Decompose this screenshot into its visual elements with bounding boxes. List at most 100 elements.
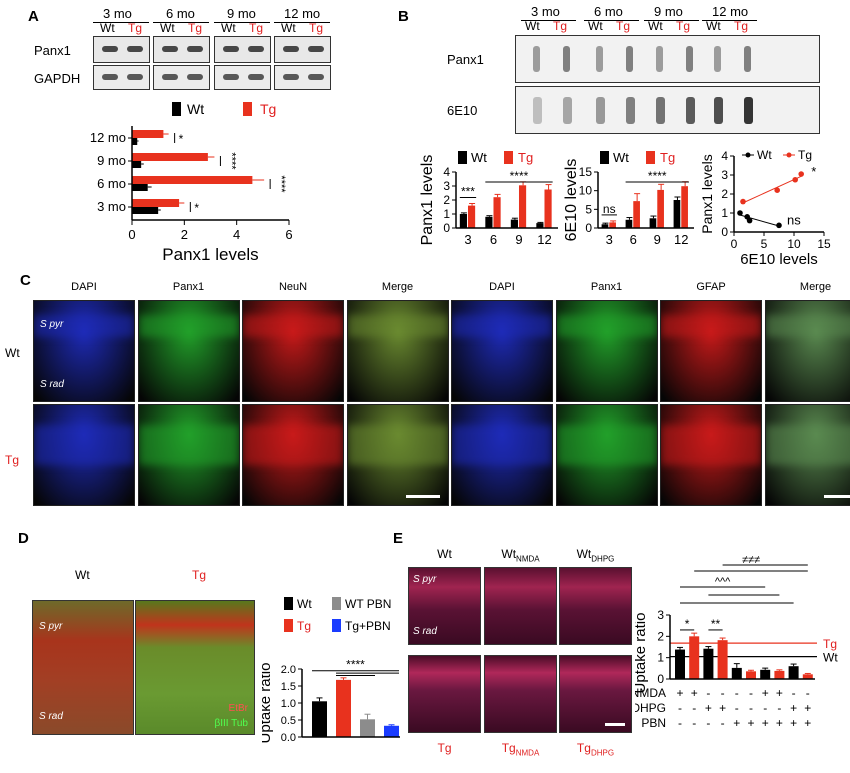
- panel-c-cell-layer: [661, 425, 761, 465]
- chart-e-condition-sign: -: [777, 701, 781, 715]
- panel-c-cell-layer: [556, 315, 657, 337]
- chart-e-sig: *: [685, 617, 690, 631]
- panel-c-micrograph: [137, 404, 240, 506]
- chart-b3-point-tg: [740, 198, 746, 205]
- panel-e-label-base: Tg: [437, 741, 452, 755]
- chart-b1-ytick-label: 0: [443, 221, 450, 235]
- panel-c-channel-label: DAPI: [489, 281, 515, 293]
- slot-band: [714, 46, 721, 72]
- blot-b-label-tg: Tg: [616, 19, 631, 33]
- blot-a-age-3: 9 mo: [227, 6, 256, 21]
- panel-e-scale-bar: [605, 723, 625, 726]
- panel-e-label-sub: NMDA: [515, 748, 540, 758]
- panel-c-micrograph: [137, 300, 240, 402]
- panel-e-label-base: Wt: [576, 547, 592, 561]
- blot-band: [283, 46, 299, 52]
- chart-b3-ytick-label: 0: [721, 225, 728, 239]
- chart-e-condition-sign: +: [762, 686, 769, 700]
- panel-c-micrograph: [660, 300, 762, 402]
- slot-band: [533, 97, 542, 124]
- blot-a-age-2: 6 mo: [166, 6, 195, 21]
- chart-a-bar-wt: [132, 138, 138, 145]
- chart-b1-legend-tg-label: Tg: [518, 150, 533, 165]
- panel-d-letter: D: [18, 530, 29, 547]
- chart-e-bar: [802, 674, 813, 679]
- chart-e-condition-sign: +: [733, 716, 740, 730]
- chart-e-condition-sign: -: [706, 716, 710, 730]
- slot-band: [533, 46, 540, 72]
- chart-a-sig: ****: [275, 175, 287, 193]
- chart-b3-point-tg: [798, 171, 804, 177]
- panel-c-channel-label: GFAP: [696, 281, 726, 293]
- chart-a-bar-tg: [132, 199, 180, 207]
- chart-d-sig: ****: [346, 658, 365, 672]
- chart-b1-bar-tg: [544, 189, 552, 228]
- panel-e-micrograph-wt: [484, 567, 557, 645]
- blot-b-label-wt: Wt: [648, 19, 663, 33]
- chart-b2-bar-wt: [649, 218, 657, 228]
- blot-band: [308, 74, 324, 80]
- panel-e-bottom-label: TgNMDA: [484, 741, 557, 757]
- panel-e-label-base: Tg: [576, 741, 591, 755]
- blot-band: [248, 46, 264, 52]
- panel-c-cell-layer: [347, 315, 448, 337]
- chart-d-legend-label: WT PBN: [345, 597, 391, 611]
- blot-band: [223, 74, 239, 80]
- blot-band: [162, 74, 178, 80]
- blot-b-age-4: 12 mo: [712, 4, 749, 19]
- chart-e-bar: [760, 669, 771, 679]
- panel-e-micrograph-tg: [484, 655, 557, 733]
- chart-e-sig: **: [711, 617, 721, 631]
- panel-c-micrograph: [346, 300, 449, 402]
- blot-a-age-4: 12 mo: [284, 6, 321, 21]
- chart-d-bar: [384, 725, 399, 737]
- slot-band: [596, 46, 603, 72]
- blot-b-label-wt: Wt: [588, 19, 603, 33]
- chart-e-condition-sign: -: [692, 716, 696, 730]
- chart-b1-legend-wt-label: Wt: [471, 150, 487, 165]
- panel-c-cell-layer: [138, 425, 239, 465]
- panel-d-stain-etbr: EtBr: [228, 703, 248, 714]
- chart-b2-bar-tg: [681, 186, 688, 228]
- blot-b-label-tg: Tg: [676, 19, 691, 33]
- chart-e-condition-sign: -: [721, 716, 725, 730]
- panel-c-cell-layer: [452, 315, 552, 337]
- panel-c-cell-layer: [765, 425, 850, 465]
- chart-e-bar: [717, 640, 728, 679]
- chart-b3-sig-wt: ns: [787, 212, 801, 227]
- chart-d-legend-swatch: [332, 597, 341, 610]
- chart-b2-bar-wt: [673, 200, 681, 228]
- panel-c-cell-layer: [661, 315, 761, 337]
- chart-d-legend-swatch: [332, 619, 341, 632]
- blot-band: [248, 74, 264, 80]
- chart-d-ytick-label: 0.0: [281, 732, 296, 744]
- panel-c-layer-rad: S rad: [40, 379, 64, 390]
- chart-e-ref-label: Tg: [823, 637, 837, 651]
- chart-e-condition-sign: +: [790, 701, 797, 715]
- chart-b1-sig: ***: [461, 185, 475, 199]
- blot-a-bracket: [153, 22, 209, 23]
- chart-b1-sig: ****: [510, 169, 529, 183]
- legend-a-tg-label: Tg: [260, 101, 276, 117]
- panel-c-micrograph: [346, 404, 449, 506]
- blot-band: [127, 74, 143, 80]
- slot-band: [626, 46, 633, 72]
- chart-d-ytick-label: 2.0: [281, 664, 296, 676]
- chart-e-condition-sign: +: [790, 716, 797, 730]
- chart-b2-bar-tg: [609, 222, 616, 228]
- panel-e-layer-rad: S rad: [413, 626, 437, 637]
- slot-band: [656, 46, 663, 72]
- chart-b3-ytick-label: 1: [721, 206, 728, 220]
- chart-e-condition-sign: -: [735, 701, 739, 715]
- panel-c-layer-pyr: S pyr: [40, 319, 64, 330]
- chart-e-condition-sign: -: [749, 701, 753, 715]
- panel-c-micrograph: [33, 404, 135, 506]
- blot-a-label-tg: Tg: [188, 21, 203, 35]
- chart-e-condition-sign: +: [719, 701, 726, 715]
- panel-e-micrograph-wt: S pyr S rad: [408, 567, 481, 645]
- blot-a-panx1-box: [153, 36, 210, 63]
- legend-a-tg-swatch: [243, 102, 252, 116]
- blot-a-panx1-box: [274, 36, 331, 63]
